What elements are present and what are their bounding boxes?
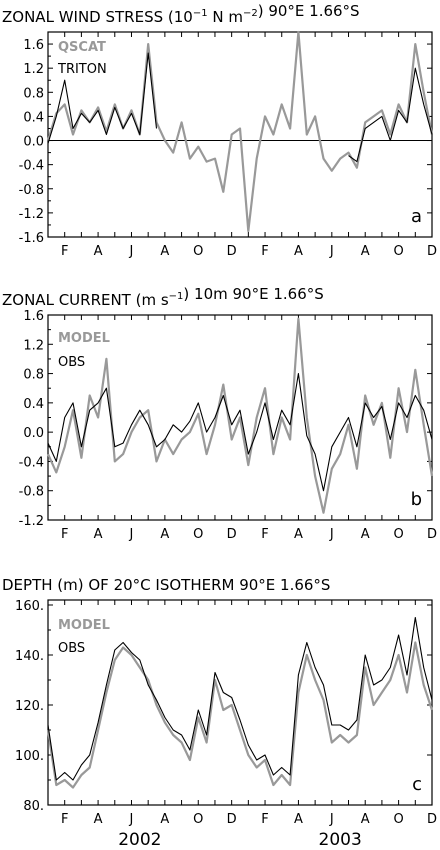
panel-title: ZONAL CURRENT (m s−1) 10m 90°E 1.66°S xyxy=(2,285,324,309)
legend-qscat: QSCAT xyxy=(58,40,106,55)
x-tick-label: A xyxy=(361,527,370,542)
plot-frame xyxy=(47,599,433,806)
y-tick-label: 0.4 xyxy=(23,110,44,125)
panel-title: DEPTH (m) OF 20°C ISOTHERM 90°E 1.66°S xyxy=(2,576,330,594)
panel-a: ZONAL WIND STRESS (10−1 N m−2) 90°E 1.66… xyxy=(2,2,437,259)
x-tick-label: A xyxy=(160,527,169,542)
y-tick-label: 0.0 xyxy=(23,135,44,150)
y-tick-label: 0.8 xyxy=(23,86,44,101)
y-tick-label: 1.6 xyxy=(23,309,44,324)
x-tick-label: J xyxy=(129,812,134,827)
y-tick-label: 160. xyxy=(15,599,44,614)
x-tick-label: A xyxy=(94,812,103,827)
y-tick-label: -1.6 xyxy=(19,231,44,246)
legend-model: MODEL xyxy=(58,618,110,633)
panel-letter: a xyxy=(411,206,422,227)
x-tick-label: O xyxy=(393,244,403,259)
legend-triton: TRITON xyxy=(57,62,107,77)
x-tick-label: A xyxy=(294,527,303,542)
y-tick-label: 1.6 xyxy=(23,38,44,53)
y-tick-label: -0.4 xyxy=(19,159,44,174)
series-line-obs xyxy=(47,616,433,781)
year-label: 2002 xyxy=(118,830,161,850)
x-tick-label: F xyxy=(61,244,68,259)
panel-letter: c xyxy=(412,774,422,795)
x-tick-label: F xyxy=(261,244,268,259)
y-tick-label: -0.8 xyxy=(19,183,44,198)
series-line-triton xyxy=(47,52,158,144)
series-line-qscat xyxy=(46,30,434,233)
x-tick-label: O xyxy=(393,812,403,827)
x-tick-label: F xyxy=(61,527,68,542)
panel-letter: b xyxy=(411,489,422,510)
y-tick-label: 0.0 xyxy=(23,426,44,441)
y-tick-label: -1.2 xyxy=(19,207,44,222)
y-tick-label: 100. xyxy=(15,749,44,764)
y-tick-label: 1.2 xyxy=(23,338,44,353)
x-tick-label: A xyxy=(160,244,169,259)
y-tick-label: -1.2 xyxy=(19,514,44,529)
x-tick-label: A xyxy=(361,812,370,827)
x-tick-label: A xyxy=(294,244,303,259)
x-tick-label: F xyxy=(61,812,68,827)
x-tick-label: D xyxy=(427,812,437,827)
legend-obs: OBS xyxy=(58,641,85,656)
y-tick-label: 80. xyxy=(23,799,44,814)
x-tick-label: D xyxy=(427,527,437,542)
x-tick-label: F xyxy=(261,812,268,827)
x-tick-label: O xyxy=(193,244,203,259)
series-line-obs xyxy=(47,373,433,492)
x-tick-label: O xyxy=(193,527,203,542)
panel-b: ZONAL CURRENT (m s−1) 10m 90°E 1.66°S -1.… xyxy=(2,285,437,542)
year-label: 2003 xyxy=(319,830,362,850)
legend-obs: OBS xyxy=(58,355,85,370)
x-tick-label: A xyxy=(94,244,103,259)
legend-model: MODEL xyxy=(58,331,110,346)
series-line-triton xyxy=(348,67,433,163)
panel-c: DEPTH (m) OF 20°C ISOTHERM 90°E 1.66°S 80… xyxy=(2,576,437,827)
y-tick-label: -0.8 xyxy=(19,485,44,500)
x-tick-label: J xyxy=(129,244,134,259)
series-line-model xyxy=(46,641,434,789)
x-tick-label: D xyxy=(227,527,237,542)
x-tick-label: D xyxy=(427,244,437,259)
x-tick-label: J xyxy=(129,527,134,542)
x-tick-label: A xyxy=(94,527,103,542)
y-tick-label: 1.2 xyxy=(23,62,44,77)
x-tick-label: J xyxy=(329,527,334,542)
x-tick-label: D xyxy=(227,812,237,827)
x-tick-label: D xyxy=(227,244,237,259)
x-tick-label: A xyxy=(160,812,169,827)
y-tick-label: 0.8 xyxy=(23,368,44,383)
x-tick-label: O xyxy=(193,812,203,827)
y-tick-label: 0.4 xyxy=(23,397,44,412)
panel-title: ZONAL WIND STRESS (10−1 N m−2) 90°E 1.66… xyxy=(2,2,360,26)
x-tick-label: J xyxy=(329,244,334,259)
x-tick-label: A xyxy=(294,812,303,827)
x-tick-label: J xyxy=(329,812,334,827)
y-tick-label: -0.4 xyxy=(19,455,44,470)
x-tick-label: A xyxy=(361,244,370,259)
y-tick-label: 120. xyxy=(15,699,44,714)
y-tick-label: 140. xyxy=(15,649,44,664)
x-tick-label: O xyxy=(393,527,403,542)
x-tick-label: F xyxy=(261,527,268,542)
